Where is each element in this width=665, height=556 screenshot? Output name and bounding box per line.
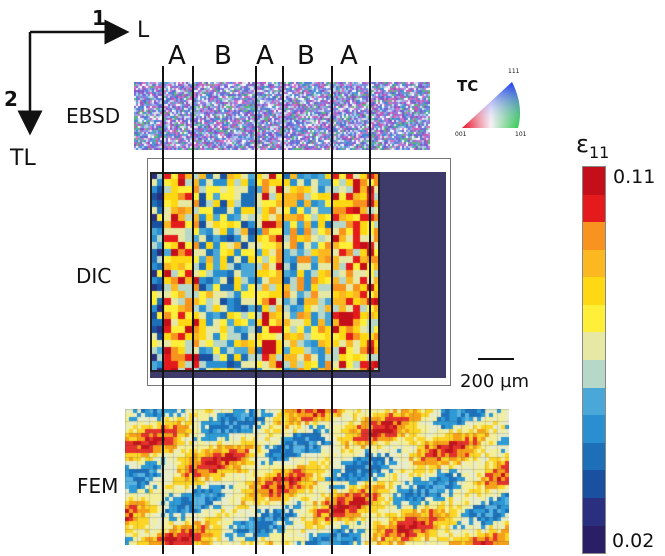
colorbar-segment [583, 415, 605, 443]
colorbar-segment [583, 332, 605, 361]
colorbar-segment [583, 525, 605, 554]
zone-label-a1: A [168, 41, 186, 71]
colorbar-subscript: 11 [588, 142, 610, 162]
colorbar-segment [583, 470, 605, 498]
colorbar-segment [583, 194, 605, 223]
colorbar-segment [583, 497, 605, 526]
zone-label-b1: B [214, 41, 232, 71]
zone-label-a3: A [340, 41, 358, 71]
dic-bottom-band [150, 372, 446, 378]
dic-roi-box [150, 172, 380, 372]
scale-bar-label: 200 µm [460, 371, 530, 392]
colorbar-min-label: 0.02 [612, 530, 655, 552]
axis-2-number: 2 [4, 87, 18, 111]
ipf-corner-101: 101 [515, 131, 527, 138]
scale-bar-line [478, 358, 514, 360]
axis-1-label: L [137, 18, 150, 43]
zone-label-a2: A [256, 41, 274, 71]
dic-strain-map [150, 172, 380, 378]
ipf-corner-111: 111 [508, 68, 520, 75]
ipf-corner-001: 001 [455, 131, 467, 138]
colorbar-symbol: ε11 [576, 130, 610, 162]
ipf-title: TC [457, 77, 479, 95]
colorbar-segment [583, 249, 605, 278]
dic-empty-region [380, 172, 446, 378]
axis-2-label: TL [10, 146, 36, 171]
colorbar-segment [583, 387, 605, 416]
zone-label-b2: B [297, 41, 315, 71]
colorbar-segment [583, 442, 605, 471]
fem-strain-map [125, 409, 509, 545]
dic-label: DIC [76, 264, 112, 288]
ipf-triangle-legend [462, 82, 520, 128]
colorbar-segment [583, 222, 605, 250]
colorbar-max-label: 0.11 [613, 166, 656, 188]
colorbar-segment [583, 304, 605, 333]
colorbar-segment [583, 167, 605, 195]
axis-1-number: 1 [92, 6, 106, 30]
colorbar-segment [583, 360, 605, 388]
ebsd-label: EBSD [66, 104, 121, 128]
colorbar-segment [583, 277, 605, 305]
colorbar [582, 166, 606, 554]
fem-label: FEM [77, 474, 119, 498]
